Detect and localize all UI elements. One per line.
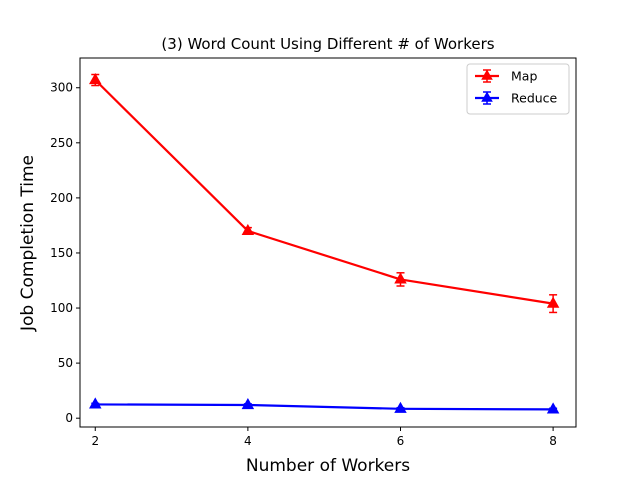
y-tick-label: 150 [50,246,73,260]
legend-item-reduce: Reduce [475,91,558,106]
data-point [546,296,560,308]
plot-frame [79,57,577,428]
data-point [394,401,407,413]
y-tick-label: 200 [50,191,73,205]
legend-swatch-marker [481,69,493,80]
data-point [89,73,102,85]
legend-swatch-marker [481,91,493,102]
data-point [546,402,560,414]
legend: Map Reduce [466,63,570,115]
y-tick-label: 100 [50,301,73,315]
x-tick-label: 8 [549,434,557,448]
data-point [241,397,255,410]
y-tick-label: 0 [65,411,73,425]
axes-layer: 2 4 6 8 0 50 100 150 200 250 300 [50,57,577,448]
series-line-map [94,79,554,305]
legend-label: Map [511,69,537,84]
y-tick-label: 50 [58,356,73,370]
x-tick-label: 6 [397,434,405,448]
chart-title: (3) Word Count Using Different # of Work… [161,35,494,53]
x-tick-label: 4 [244,434,252,448]
legend-label: Reduce [511,91,558,106]
data-point [394,272,407,284]
x-tick-label: 2 [91,434,99,448]
series-line-reduce [95,403,554,411]
y-tick-label: 300 [50,81,73,95]
y-axis-label: Job Completion Time [18,155,38,332]
x-axis-label: Number of Workers [246,456,410,476]
series-layer [89,73,560,414]
data-point [89,397,102,409]
series-reduce [89,397,560,414]
data-point [241,223,255,236]
legend-item-map: Map [475,69,537,84]
series-map [89,73,560,314]
y-tick-label: 250 [50,136,73,150]
